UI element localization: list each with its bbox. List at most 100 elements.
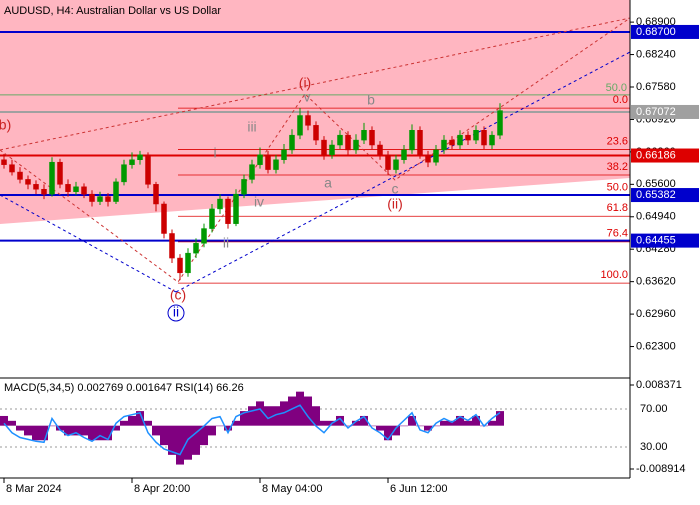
candle-body xyxy=(257,154,263,165)
wave-label: iv xyxy=(254,194,264,210)
macd-bar xyxy=(24,425,32,436)
macd-bar xyxy=(360,415,368,426)
y2-tick-label: 30.00 xyxy=(640,441,668,453)
candle-body xyxy=(385,154,391,170)
price-tag xyxy=(631,148,699,163)
candle-body xyxy=(393,159,399,170)
candle-body xyxy=(329,144,335,156)
candle-body xyxy=(153,184,159,205)
price-tag-label: 0.67072 xyxy=(636,106,676,118)
y-tick-label: 0.008371 xyxy=(636,379,682,391)
trend-lines xyxy=(0,17,631,293)
fib-label: 76.4 xyxy=(607,228,628,240)
candle-body xyxy=(265,154,271,170)
candle-body xyxy=(289,134,295,151)
macd-bar xyxy=(368,425,376,427)
candle-body xyxy=(489,134,495,146)
candle-body xyxy=(249,164,255,180)
macd-bar xyxy=(208,425,216,436)
macd-bar xyxy=(440,420,448,426)
candle-body xyxy=(97,196,103,202)
macd-bar xyxy=(264,406,272,426)
candle-body xyxy=(145,154,151,185)
macd-bar xyxy=(48,425,56,427)
candles-layer xyxy=(1,103,503,281)
wave-label: i xyxy=(213,145,216,161)
candle-body xyxy=(217,198,223,210)
candle-body xyxy=(33,184,39,190)
macd-bar xyxy=(0,415,8,426)
macd-bar xyxy=(32,425,40,441)
candle-body xyxy=(225,198,231,224)
macd-bar xyxy=(496,411,504,426)
x-tick-label: 8 May 04:00 xyxy=(262,483,323,495)
candle-body xyxy=(129,159,135,165)
macd-bar xyxy=(336,415,344,426)
candle-body xyxy=(9,164,15,173)
macd-bar xyxy=(152,425,160,436)
macd-bar xyxy=(184,425,192,460)
macd-bar xyxy=(216,425,224,427)
candle-body xyxy=(441,139,447,151)
macd-bar xyxy=(392,425,400,436)
candle-body xyxy=(273,159,279,170)
candle-body xyxy=(337,134,343,146)
candle-body xyxy=(81,186,87,195)
macd-bar xyxy=(72,425,80,436)
macd-bar xyxy=(448,420,456,426)
candle-body xyxy=(297,115,303,136)
macd-bar xyxy=(424,425,432,431)
candle-body xyxy=(401,149,407,161)
levels-layer xyxy=(0,30,630,284)
macd-bar xyxy=(160,425,168,446)
macd-bar xyxy=(456,415,464,426)
macd-bar xyxy=(320,420,328,426)
wave-label: c xyxy=(392,181,399,197)
price-tag xyxy=(631,188,699,203)
wave-line xyxy=(0,17,631,283)
labels-layer: 50.00.023.638.250.061.876.4100.00.689000… xyxy=(0,16,699,495)
candle-body xyxy=(41,188,47,195)
macd-bar xyxy=(384,425,392,441)
candle-body xyxy=(193,243,199,254)
y-tick-label: 0.67580 xyxy=(636,81,676,93)
candle-body xyxy=(241,179,247,195)
y-tick-label: 0.68240 xyxy=(636,48,676,60)
macd-bar xyxy=(120,420,128,426)
macd-bar xyxy=(296,391,304,426)
guide-label: 50.0 xyxy=(606,82,627,94)
candle-body xyxy=(281,149,287,161)
wave-circle xyxy=(167,304,185,322)
candle-body xyxy=(185,252,191,274)
macd-bar xyxy=(88,425,96,441)
macd-bar xyxy=(104,425,112,441)
macd-bar xyxy=(344,425,352,427)
trend-line xyxy=(0,17,631,151)
candle-body xyxy=(89,193,95,202)
price-tag-label: 0.65382 xyxy=(636,189,676,201)
macd-bar xyxy=(416,425,424,427)
y-tick-label: 0.62300 xyxy=(636,340,676,352)
candle-body xyxy=(73,186,79,192)
candle-body xyxy=(425,154,431,163)
macd-bar xyxy=(56,425,64,431)
macd-bar xyxy=(304,396,312,426)
rsi-line xyxy=(3,404,501,456)
fib-label: 50.0 xyxy=(607,182,628,194)
candle-body xyxy=(121,164,127,183)
candle-body xyxy=(377,144,383,156)
indicator-layer xyxy=(0,391,630,465)
candle-body xyxy=(105,196,111,202)
macd-bar xyxy=(224,425,232,431)
macd-bar xyxy=(248,406,256,426)
candle-body xyxy=(321,139,327,156)
candle-body xyxy=(313,125,319,141)
wave-label: ii xyxy=(223,235,229,251)
macd-bar xyxy=(432,425,440,427)
candle-body xyxy=(65,184,71,192)
macd-bar xyxy=(256,401,264,426)
candle-body xyxy=(161,203,167,234)
wave-label: (ii) xyxy=(387,196,403,212)
wave-label: b) xyxy=(0,117,11,133)
